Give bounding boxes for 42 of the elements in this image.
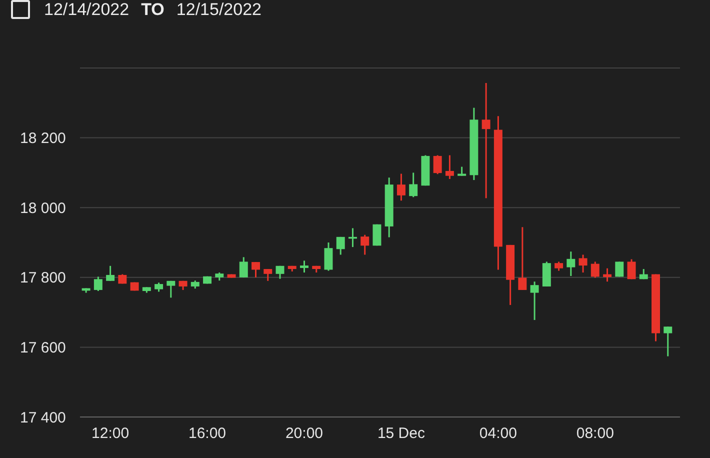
candlestick <box>542 260 551 288</box>
candlestick <box>615 260 624 278</box>
candlestick <box>324 242 333 272</box>
y-tick-label: 17 600 <box>20 339 66 356</box>
x-tick-label: 04:00 <box>479 425 517 442</box>
candlestick <box>336 236 345 256</box>
candlestick <box>264 268 272 282</box>
candlestick <box>664 326 672 358</box>
x-tick-label: 08:00 <box>576 425 614 442</box>
candlestick <box>458 166 466 177</box>
y-tick-label: 18 200 <box>20 130 66 148</box>
candlestick <box>154 282 164 292</box>
candlestick <box>445 154 454 180</box>
candlestick <box>566 250 576 277</box>
text: 12/15/2022 <box>176 0 262 19</box>
candlestick <box>590 260 600 278</box>
candlestick <box>300 260 308 274</box>
text: 12/14/2022 <box>44 0 130 19</box>
candlestick <box>239 256 248 278</box>
candlestick <box>94 276 102 292</box>
candlestick <box>627 258 636 280</box>
x-tick-label: 12:00 <box>92 425 130 442</box>
candlestick <box>106 265 115 282</box>
y-tick-label: 17 400 <box>20 409 66 426</box>
text: TO <box>141 0 164 19</box>
candlestick <box>166 280 176 298</box>
candlestick <box>276 265 284 280</box>
candlestick <box>554 260 564 272</box>
y-tick-label: 18 000 <box>20 200 66 217</box>
candlestick <box>360 234 370 256</box>
x-tick-label: 20:00 <box>285 425 324 442</box>
candlestick <box>578 254 588 274</box>
x-tick-label: 16:00 <box>188 425 226 442</box>
candlestick <box>396 172 406 202</box>
x-tick-label: 15 Dec <box>377 425 426 442</box>
candlestick <box>252 261 260 278</box>
y-tick-label: 17 800 <box>20 270 66 287</box>
candlestick <box>482 82 490 199</box>
candlestick <box>433 154 442 175</box>
candlestick <box>518 226 527 291</box>
candlestick <box>409 172 418 198</box>
candlestick <box>530 280 539 321</box>
